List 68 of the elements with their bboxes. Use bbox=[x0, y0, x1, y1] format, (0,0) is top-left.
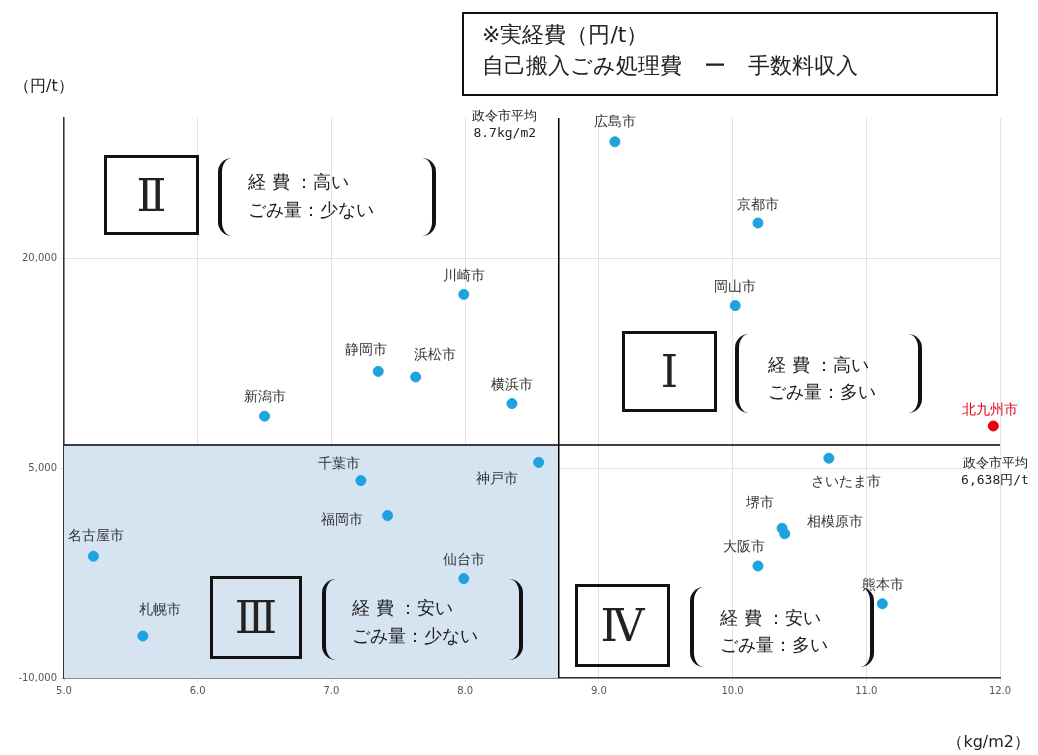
series-label: 仙台市 bbox=[442, 551, 485, 568]
point bbox=[458, 288, 470, 300]
point bbox=[372, 365, 384, 377]
series-label: 福岡市 bbox=[320, 511, 363, 528]
point bbox=[609, 136, 621, 148]
series-label: 札幌市 bbox=[138, 600, 181, 617]
y-tick-label: 5,000 bbox=[28, 461, 57, 473]
annotation: Ⅰ bbox=[622, 331, 717, 412]
chart-subtitle: 自己搬入ごみ処理費 ー 手数料収入 bbox=[482, 52, 858, 80]
series-label: 北九州市 bbox=[962, 400, 1019, 417]
point bbox=[382, 510, 394, 522]
x-tick-label: 6.0 bbox=[189, 684, 206, 696]
annotation: 経 費 ：安い bbox=[720, 606, 822, 630]
annotation: ごみ量：多い bbox=[768, 380, 876, 404]
annotation: Ⅱ bbox=[104, 155, 199, 235]
annotation: Ⅲ bbox=[210, 576, 302, 659]
y-axis-title: （円/t） bbox=[14, 76, 74, 97]
y-tick-label: 20,000 bbox=[22, 251, 57, 263]
chart-title: ※実経費（円/t） bbox=[482, 21, 649, 49]
point bbox=[87, 550, 99, 562]
point bbox=[533, 456, 545, 468]
series-label: さいたま市 bbox=[810, 472, 881, 489]
series-label: 広島市 bbox=[593, 113, 636, 130]
point bbox=[987, 420, 999, 432]
series-label: 神戸市 bbox=[475, 470, 518, 487]
point bbox=[410, 371, 422, 383]
point bbox=[355, 475, 367, 487]
point bbox=[876, 598, 888, 610]
series-label: 浜松市 bbox=[413, 345, 456, 362]
series-label: 京都市 bbox=[736, 195, 779, 212]
series-label: 新潟市 bbox=[243, 387, 286, 404]
x-tick-label: 11.0 bbox=[855, 684, 878, 696]
series-label: 大阪市 bbox=[722, 537, 765, 554]
annotation: ごみ量：多い bbox=[720, 633, 828, 657]
x-axis-title: （kg/m2） bbox=[947, 732, 1030, 753]
point bbox=[729, 300, 741, 312]
x-tick-label: 12.0 bbox=[988, 684, 1012, 696]
annotation: ごみ量：少ない bbox=[248, 198, 374, 222]
series-label: 千葉市 bbox=[317, 455, 360, 472]
ref-line-label: 政令市平均 6,638円/t bbox=[961, 455, 1029, 488]
series-label: 川崎市 bbox=[442, 267, 485, 284]
point bbox=[506, 398, 518, 410]
x-tick-label: 7.0 bbox=[323, 684, 340, 696]
series-label: 静岡市 bbox=[345, 341, 388, 358]
series-label: 横浜市 bbox=[490, 376, 533, 393]
series-label: 相模原市 bbox=[806, 513, 863, 530]
x-tick-label: 9.0 bbox=[590, 684, 607, 696]
series-label: 堺市 bbox=[745, 493, 775, 510]
annotation: 経 費 ：安い bbox=[352, 596, 454, 620]
x-tick-label: 8.0 bbox=[457, 684, 474, 696]
series-label: 岡山市 bbox=[714, 278, 757, 295]
annotation: 経 費 ：高い bbox=[248, 170, 350, 194]
annotation: ごみ量：少ない bbox=[352, 624, 478, 648]
point bbox=[823, 452, 835, 464]
point bbox=[752, 217, 764, 229]
point bbox=[776, 522, 788, 534]
point bbox=[137, 630, 149, 642]
x-tick-label: 10.0 bbox=[721, 684, 744, 696]
annotation: 経 費 ：高い bbox=[768, 353, 870, 377]
ref-line-label: 政令市平均 8.7kg/m2 bbox=[472, 108, 538, 140]
y-tick-label: -10,000 bbox=[18, 671, 57, 683]
annotation: Ⅳ bbox=[575, 584, 670, 667]
series-label: 名古屋市 bbox=[68, 526, 125, 543]
x-tick-label: 5.0 bbox=[56, 684, 72, 696]
series-label: 熊本市 bbox=[862, 576, 905, 593]
point bbox=[752, 560, 764, 572]
point bbox=[259, 410, 271, 422]
point bbox=[458, 573, 470, 585]
